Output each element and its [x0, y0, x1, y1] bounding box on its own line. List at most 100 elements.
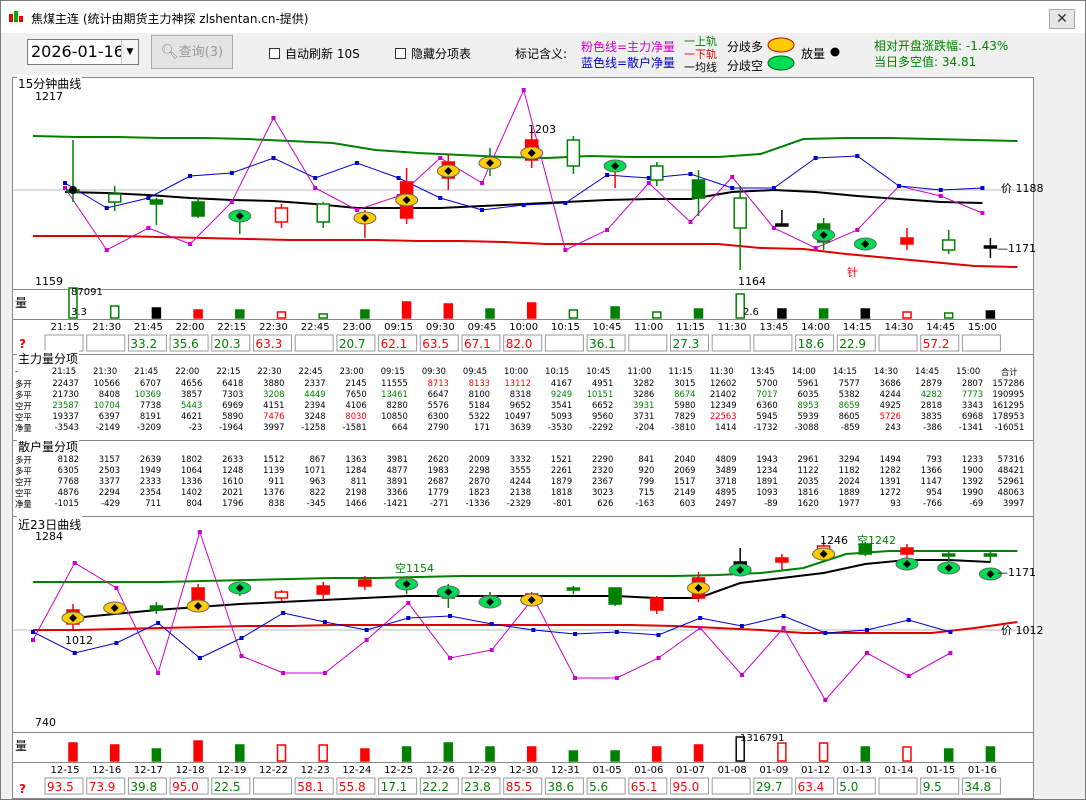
- bottom-score-box: [211, 777, 251, 795]
- table-cell: 1977: [838, 498, 860, 508]
- table-cell: 4876: [57, 487, 79, 497]
- table-header-cell: 13:45: [750, 366, 775, 376]
- top-candle-body: [900, 237, 914, 245]
- query-button[interactable]: 🔍︎查询(3): [151, 35, 233, 69]
- table-cell: -801: [553, 498, 573, 508]
- day-value: 当日多空值: 34.81: [874, 55, 977, 69]
- table-cell: 1392: [961, 476, 984, 486]
- top-candle-body: [316, 203, 330, 223]
- bottom-date-axis: ? 12-15 93.5 12-16 73.9 12-17 39.8 12-18 95.0 12-…: [19, 765, 1001, 796]
- bottom-blue-point: [72, 651, 77, 655]
- top-volume-bar: [276, 311, 287, 319]
- table-header-cell: 11:00: [627, 366, 652, 376]
- table-cell: 1823: [468, 487, 490, 497]
- top-score-value: 63.3: [256, 337, 283, 351]
- table-cell: 1521: [550, 454, 573, 464]
- auto-refresh-checkbox[interactable]: 自动刷新 10S: [269, 45, 360, 62]
- top-blue-point: [855, 154, 860, 158]
- table-cell: 9652: [509, 400, 532, 410]
- top-max-label: 1217: [35, 90, 63, 103]
- bottom-volume-chart: 量 1316791: [15, 733, 996, 762]
- bottom-score-box: [253, 777, 292, 795]
- table-cell: 7829: [674, 411, 696, 421]
- top-pink-point: [521, 88, 526, 92]
- table-header-cell: 22:15: [216, 366, 241, 376]
- bottom-date-tick: 12-23: [301, 765, 330, 776]
- table-cell: 7768: [57, 476, 79, 486]
- table-cell: 1943: [756, 454, 778, 464]
- table-cell: 1284: [345, 465, 367, 475]
- table-cell: -345: [306, 498, 326, 508]
- table-cell: 8191: [139, 411, 162, 421]
- table-cell: 4656: [180, 378, 203, 388]
- bottom-volume-bar: [360, 748, 370, 762]
- top-score-box: [461, 334, 501, 352]
- top-pink-point: [688, 220, 693, 224]
- bottom-volume-bar: [318, 744, 328, 762]
- bottom-candle-body: [650, 597, 664, 611]
- table-cell: 10850: [381, 411, 408, 421]
- table-cell: -386: [923, 422, 943, 432]
- checkbox-box[interactable]: [395, 48, 406, 59]
- bottom-pink-point: [573, 676, 578, 680]
- table-cell: 1366: [920, 465, 943, 475]
- table-cell: 4925: [879, 400, 901, 410]
- bottom-volume-bar: [485, 746, 495, 762]
- top-blue-point: [563, 201, 568, 205]
- top-pink-point: [563, 248, 568, 252]
- bottom-blue-point: [406, 616, 411, 620]
- top-score-value: 22.9: [839, 337, 866, 351]
- top-needle-label: 针: [847, 265, 858, 279]
- table-cell: 2961: [797, 454, 819, 464]
- date-select[interactable]: 2026-01-16 ▼: [27, 39, 139, 65]
- top-volume-bar: [193, 309, 203, 319]
- table-cell: 48421: [997, 465, 1025, 475]
- bottom-candle-body: [941, 553, 956, 557]
- bottom-candle-body: [900, 547, 914, 555]
- hide-items-checkbox[interactable]: 隐藏分项表: [395, 45, 471, 62]
- top-blue-point: [63, 181, 67, 185]
- close-button[interactable]: ✕: [1049, 9, 1075, 29]
- table-header-cell: 09:45: [462, 366, 488, 376]
- top-time-tick: 21:30: [92, 322, 121, 333]
- table-cell: 3023: [591, 487, 614, 497]
- top-volume-bar: [443, 303, 454, 319]
- bottom-score-value: 39.8: [130, 780, 157, 794]
- legend-title: 标记含义:: [515, 47, 568, 61]
- bottom-candle-body: [358, 579, 372, 587]
- table-cell: 2294: [98, 487, 121, 497]
- table-header-cell: 11:15: [668, 366, 693, 376]
- bottom-date-tick: 12-26: [426, 765, 455, 776]
- table-cell: 626: [597, 498, 614, 508]
- table-cell: 1272: [879, 487, 901, 497]
- table-cell: -3810: [671, 422, 696, 432]
- checkbox-box[interactable]: [269, 48, 280, 59]
- top-blue-point: [938, 188, 943, 192]
- table-row-label: 净量: [15, 499, 32, 509]
- table-cell: 6968: [961, 411, 984, 421]
- bottom-pink-point: [823, 698, 828, 702]
- bottom-blue-point: [364, 628, 369, 632]
- bottom-score-box: [795, 777, 835, 795]
- toolbar: 2026-01-16 ▼ 🔍︎查询(3) 自动刷新 10S 隐藏分项表 标记含义:…: [1, 33, 1085, 75]
- top-blue-point: [521, 203, 526, 207]
- bottom-candle-body: [274, 591, 289, 599]
- top-volume-bar: [693, 308, 704, 319]
- table-cell: 2394: [304, 400, 326, 410]
- top-price-label: 价 1188: [1001, 182, 1044, 195]
- bottom-score-box: [294, 777, 334, 795]
- top-score-box: [503, 334, 543, 352]
- table-cell: 799: [638, 476, 655, 486]
- legend-volume: 放量: [801, 47, 826, 61]
- chevron-down-icon[interactable]: ▼: [121, 40, 138, 64]
- bottom-candle-body: [566, 587, 581, 591]
- table-cell: 7577: [838, 378, 860, 388]
- table-cell: 5939: [797, 411, 819, 421]
- top-volume-bar: [401, 301, 412, 319]
- table-cell: 5726: [879, 411, 901, 421]
- bottom-volume-bar: [235, 744, 245, 762]
- table-cell: -859: [840, 422, 860, 432]
- top-volume-bar: [902, 311, 912, 319]
- top-volume-bar: [860, 308, 871, 319]
- table-cell: 6652: [591, 400, 614, 410]
